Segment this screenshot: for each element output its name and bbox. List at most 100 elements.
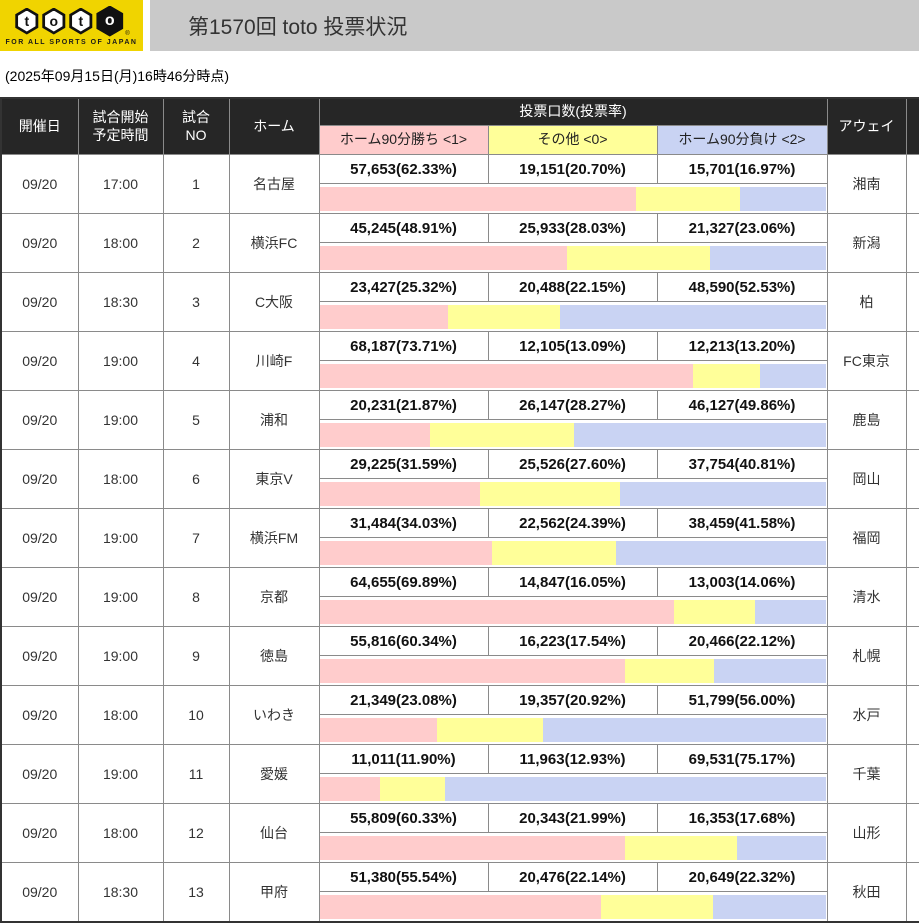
cell-home-team: 浦和 (228, 390, 320, 450)
match-row: 09/20 17:00 1 名古屋 57,653(62.33%) 19,151(20.70… (0, 154, 919, 214)
cell-other-votes: 20,343(21.99%) (487, 803, 658, 833)
vote-bar (320, 658, 826, 683)
cell-lose-votes: 38,459(41.58%) (656, 508, 828, 538)
vote-bar-win-segment (320, 776, 380, 801)
vote-bar-cell (318, 360, 828, 391)
cell-start-time: 19:00 (77, 390, 164, 450)
vote-bar-row (1, 537, 919, 568)
cell-date: 09/20 (0, 685, 79, 745)
vote-bar-lose-segment (736, 835, 826, 860)
cell-lose-votes: 51,799(56.00%) (656, 685, 828, 715)
vote-bar-row (1, 714, 919, 745)
cell-away-team: 岡山 (826, 449, 907, 509)
cell-home-team: 名古屋 (228, 154, 320, 214)
vote-bar-win-segment (320, 363, 694, 388)
cell-filler (905, 508, 919, 568)
cell-away-team: 柏 (826, 272, 907, 332)
cell-date: 09/20 (0, 213, 79, 273)
cell-start-time: 18:00 (77, 803, 164, 863)
cell-date: 09/20 (0, 862, 79, 923)
vote-bar (320, 422, 826, 447)
sub-header-other: その他 <0> (487, 125, 658, 155)
col-header-match-no: 試合 NO (162, 97, 230, 155)
cell-other-votes: 25,526(27.60%) (487, 449, 658, 479)
cell-win-votes: 57,653(62.33%) (318, 154, 489, 184)
logo-letter: t (18, 10, 36, 32)
cell-other-votes: 12,105(13.09%) (487, 331, 658, 361)
vote-bar-other-segment (673, 599, 756, 624)
cell-home-team: 京都 (228, 567, 320, 627)
cell-other-votes: 16,223(17.54%) (487, 626, 658, 656)
vote-bar-win-segment (320, 422, 431, 447)
cell-lose-votes: 46,127(49.86%) (656, 390, 828, 420)
cell-other-votes: 22,562(24.39%) (487, 508, 658, 538)
cell-date: 09/20 (0, 744, 79, 804)
vote-bar-other-segment (567, 245, 710, 270)
vote-bar-cell (318, 183, 828, 214)
vote-bar-row (1, 242, 919, 273)
vote-bar-win-segment (320, 186, 636, 211)
cell-filler (905, 331, 919, 391)
cell-date: 09/20 (0, 508, 79, 568)
vote-bar-lose-segment (713, 894, 826, 919)
cell-away-team: 千葉 (826, 744, 907, 804)
vote-bar-other-segment (379, 776, 446, 801)
vote-bar-row (1, 360, 919, 391)
vote-bar-win-segment (320, 540, 493, 565)
cell-filler (905, 449, 919, 509)
cell-date: 09/20 (0, 626, 79, 686)
cell-date: 09/20 (0, 331, 79, 391)
vote-bar-row (1, 832, 919, 863)
match-row: 09/20 18:30 3 C大阪 23,427(25.32%) 20,488(22.15… (0, 272, 919, 332)
vote-bar-win-segment (320, 658, 626, 683)
cell-start-time: 18:00 (77, 685, 164, 745)
cell-away-team: 新潟 (826, 213, 907, 273)
cell-match-no: 7 (162, 508, 230, 568)
vote-bar (320, 304, 826, 329)
vote-bar-row (1, 478, 919, 509)
cell-match-no: 3 (162, 272, 230, 332)
vote-bar (320, 245, 826, 270)
cell-home-team: いわき (228, 685, 320, 745)
cell-away-team: 鹿島 (826, 390, 907, 450)
vote-bar (320, 835, 826, 860)
match-row: 09/20 18:00 12 仙台 55,809(60.33%) 20,343(21.99… (0, 803, 919, 863)
vote-bar (320, 776, 826, 801)
match-row: 09/20 19:00 11 愛媛 11,011(11.90%) 11,963(12.93… (0, 744, 919, 804)
vote-bar-cell (318, 773, 828, 804)
toto-logo: t o t o ® FOR ALL SPORTS OF JAPAN (0, 0, 143, 51)
cell-win-votes: 29,225(31.59%) (318, 449, 489, 479)
cell-win-votes: 20,231(21.87%) (318, 390, 489, 420)
match-row: 09/20 19:00 7 横浜FM 31,484(34.03%) 22,562(24.3… (0, 508, 919, 568)
cell-filler (905, 213, 919, 273)
cell-date: 09/20 (0, 567, 79, 627)
cell-away-team: 秋田 (826, 862, 907, 923)
cell-home-team: 仙台 (228, 803, 320, 863)
cell-date: 09/20 (0, 449, 79, 509)
col-header-home: ホーム (228, 97, 320, 155)
cell-away-team: 山形 (826, 803, 907, 863)
vote-bar (320, 894, 826, 919)
cell-home-team: 東京V (228, 449, 320, 509)
logo-hexagon-o2: o (96, 5, 124, 37)
col-header-votes: 投票口数(投票率) (318, 97, 828, 126)
logo-tagline: FOR ALL SPORTS OF JAPAN (5, 38, 138, 46)
vote-bar-row (1, 596, 919, 627)
cell-win-votes: 55,816(60.34%) (318, 626, 489, 656)
cell-other-votes: 11,963(12.93%) (487, 744, 658, 774)
vote-bar-cell (318, 242, 828, 273)
registered-trademark-icon: ® (125, 30, 130, 37)
vote-bar-win-segment (320, 481, 480, 506)
cell-home-team: 甲府 (228, 862, 320, 923)
vote-bar-row (1, 773, 919, 804)
cell-start-time: 18:00 (77, 213, 164, 273)
vote-bar-lose-segment (560, 304, 826, 329)
cell-match-no: 8 (162, 567, 230, 627)
match-row: 09/20 19:00 5 浦和 20,231(21.87%) 26,147(28.27%… (0, 390, 919, 450)
vote-bar-win-segment (320, 717, 437, 742)
cell-win-votes: 31,484(34.03%) (318, 508, 489, 538)
timestamp: (2025年09月15日(月)16時46分時点) (5, 68, 230, 84)
cell-match-no: 12 (162, 803, 230, 863)
cell-filler (905, 567, 919, 627)
cell-away-team: 湘南 (826, 154, 907, 214)
